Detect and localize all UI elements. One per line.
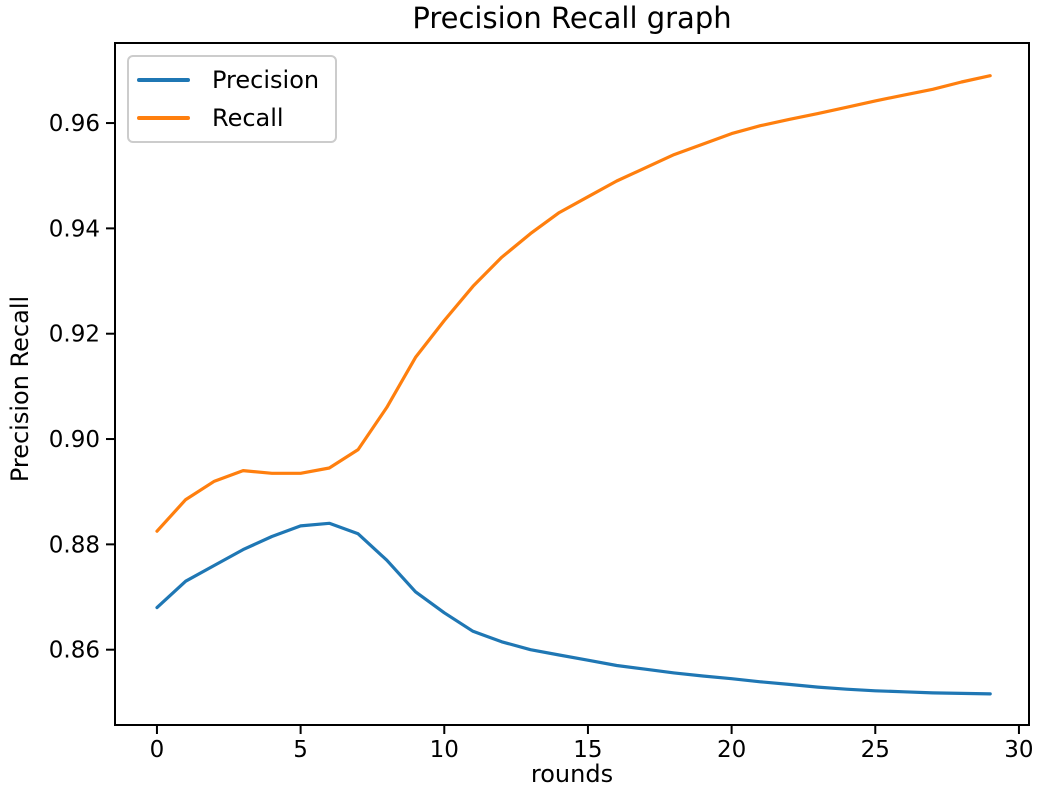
chart-title: Precision Recall graph bbox=[412, 1, 732, 35]
x-tick-label: 30 bbox=[1004, 737, 1033, 763]
x-tick-label: 20 bbox=[717, 737, 746, 763]
recall-line bbox=[155, 74, 992, 533]
legend-swatch-precision bbox=[137, 78, 190, 82]
axes-frame bbox=[114, 42, 1030, 726]
legend-swatch-recall bbox=[137, 116, 190, 120]
y-tick-label: 0.86 bbox=[49, 638, 100, 664]
y-tick-label: 0.92 bbox=[49, 322, 100, 348]
x-tick-label: 25 bbox=[861, 737, 890, 763]
precision-line bbox=[155, 521, 992, 696]
legend-item-recall: Recall bbox=[137, 101, 327, 135]
x-tick-label: 15 bbox=[573, 737, 602, 763]
x-axis-label: rounds bbox=[530, 760, 614, 788]
legend-label-precision: Precision bbox=[212, 66, 320, 94]
y-tick-label: 0.90 bbox=[49, 427, 100, 453]
legend-label-recall: Recall bbox=[212, 104, 284, 132]
y-tick-label: 0.88 bbox=[49, 532, 100, 558]
y-tick-label: 0.96 bbox=[49, 111, 100, 137]
legend-item-precision: Precision bbox=[137, 63, 327, 97]
x-tick-label: 0 bbox=[150, 737, 165, 763]
x-tick-label: 10 bbox=[430, 737, 459, 763]
x-tick-label: 5 bbox=[293, 737, 308, 763]
legend: Precision Recall bbox=[127, 55, 337, 143]
y-tick-label: 0.94 bbox=[49, 216, 100, 242]
